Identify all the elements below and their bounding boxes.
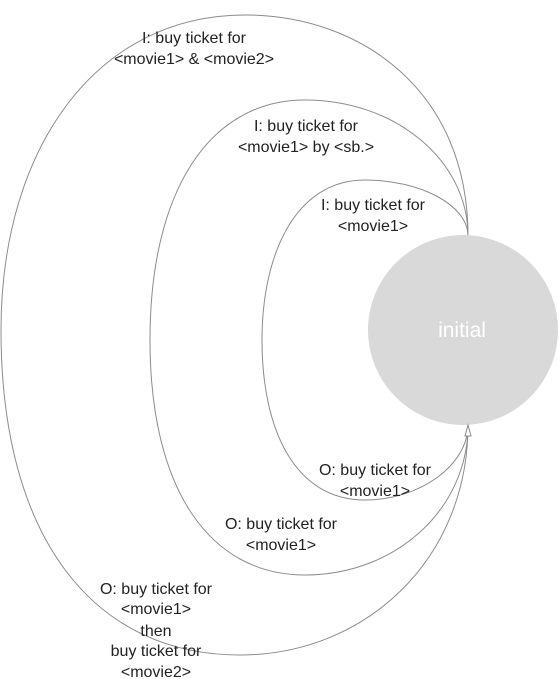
initial-state[interactable]: [368, 235, 558, 425]
label-output-movie1-inner: O: buy ticket for <movie1>: [319, 462, 432, 500]
label-line: <movie1>: [246, 537, 316, 554]
label-line: I: buy ticket for: [254, 118, 359, 135]
label-line: <movie1> by <sb.>: [238, 139, 374, 156]
label-output-movie1-middle: O: buy ticket for <movie1>: [225, 516, 338, 554]
label-input-movie1-by-sb: I: buy ticket for <movie1> by <sb.>: [238, 118, 374, 156]
label-line: O: buy ticket for: [100, 581, 213, 598]
arrowhead-icon: [464, 423, 472, 437]
label-line: O: buy ticket for: [225, 516, 338, 533]
label-input-movie1: I: buy ticket for <movie1>: [321, 197, 426, 235]
label-line: then: [140, 623, 171, 640]
loop-edge-movie1-and-movie2: [0, 14, 469, 656]
label-input-movie1-and-movie2: I: buy ticket for <movie1> & <movie2>: [114, 30, 274, 68]
label-line: <movie2>: [121, 664, 191, 679]
loop-edge-movie1: [261, 179, 469, 501]
label-line: <movie1>: [121, 601, 191, 618]
label-line: buy ticket for: [111, 643, 202, 660]
label-line: <movie1>: [338, 218, 408, 235]
label-line: <movie1>: [340, 483, 410, 500]
label-line: O: buy ticket for: [319, 462, 432, 479]
label-line: I: buy ticket for: [142, 30, 247, 47]
label-output-movie1-then-movie2: O: buy ticket for <movie1> then buy tick…: [100, 581, 213, 679]
loop-edge-movie1-by-sb: [149, 99, 469, 576]
state-label: initial: [438, 319, 486, 342]
label-line: <movie1> & <movie2>: [114, 51, 274, 68]
label-line: I: buy ticket for: [321, 197, 426, 214]
